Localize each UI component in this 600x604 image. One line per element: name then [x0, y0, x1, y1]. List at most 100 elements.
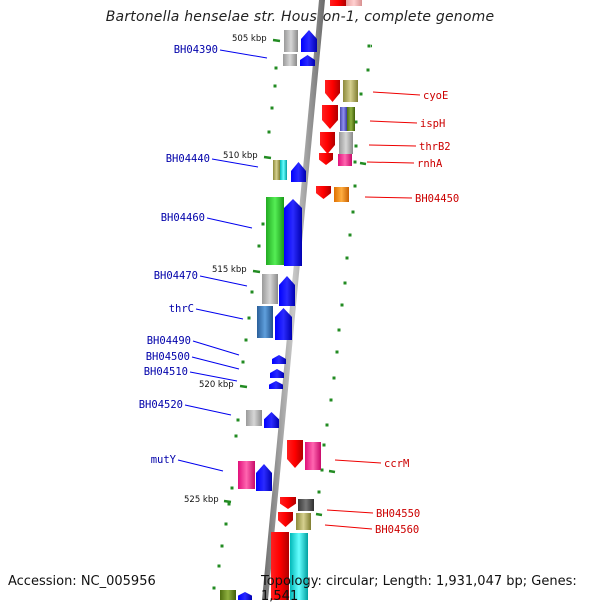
- reverse-cds-arrow: [319, 153, 333, 165]
- scale-label: 510 kbp: [223, 151, 258, 161]
- skew-dot: [322, 443, 326, 447]
- gene-label: BH04520: [139, 399, 183, 411]
- label-leader: [211, 158, 259, 168]
- scale-tick: [252, 269, 261, 274]
- label-leader: [326, 509, 374, 514]
- forward-cds-arrow: [264, 412, 279, 428]
- gene-block: [284, 30, 298, 52]
- reverse-cds-arrow: [287, 440, 303, 468]
- label-leader: [364, 196, 413, 199]
- skew-dot: [332, 376, 336, 380]
- skew-dot: [250, 290, 254, 294]
- skew-dot: [212, 586, 216, 590]
- gene-block: [347, 107, 355, 131]
- forward-cds-arrow: [301, 30, 317, 52]
- gene-block: [338, 154, 352, 166]
- skew-dot: [236, 418, 240, 422]
- label-leaders: [177, 49, 421, 530]
- gene-label: BH04490: [147, 335, 191, 347]
- gene-block: [266, 197, 284, 265]
- skew-dot: [220, 544, 224, 548]
- label-leader: [324, 524, 373, 530]
- gene-label: BH04390: [174, 44, 218, 56]
- forward-cds-arrow: [284, 199, 302, 266]
- gene-block: [290, 533, 308, 600]
- forward-cds-arrow: [275, 308, 292, 340]
- forward-cds-arrow: [269, 381, 283, 389]
- reverse-cds-arrow: [280, 497, 296, 509]
- label-leader: [199, 275, 248, 287]
- skew-dot: [343, 281, 347, 285]
- skew-dot: [227, 502, 231, 506]
- scale-tick: [223, 499, 232, 504]
- scale-tick: [359, 161, 367, 166]
- reverse-cds-arrow: [325, 80, 340, 102]
- forward-cds-arrow: [291, 162, 306, 182]
- gene-block: [257, 306, 273, 338]
- skew-dot: [257, 244, 261, 248]
- label-leader: [372, 91, 421, 96]
- forward-cds-arrow: [272, 355, 286, 364]
- forward-cds-arrow: [300, 55, 315, 66]
- accession-label: Accession: NC_005956: [8, 574, 156, 589]
- skew-dot: [351, 210, 355, 214]
- scale-label: 505 kbp: [232, 34, 267, 44]
- label-leader: [369, 120, 418, 124]
- gene-block: [305, 442, 321, 470]
- gene-label: thrC: [169, 303, 194, 315]
- skew-dot: [345, 256, 349, 260]
- label-leader: [368, 144, 417, 147]
- skew-dot: [337, 328, 341, 332]
- gene-label: BH04550: [376, 508, 420, 520]
- forward-cds-arrow: [279, 276, 295, 306]
- scale-ticks: [223, 38, 372, 517]
- label-leader: [206, 217, 253, 229]
- label-leader: [184, 404, 232, 416]
- reverse-cds-arrow: [316, 186, 331, 199]
- scale-tick: [272, 38, 281, 43]
- gene-block: [238, 461, 255, 489]
- skew-dot: [230, 486, 234, 490]
- skew-dot: [317, 490, 321, 494]
- gene-block: [339, 132, 353, 154]
- gene-block: [283, 54, 297, 66]
- skew-dot: [261, 222, 265, 226]
- label-leader: [191, 356, 240, 370]
- scale-tick: [239, 384, 248, 389]
- skew-dot: [354, 144, 358, 148]
- label-leader: [219, 49, 268, 59]
- label-leader: [334, 459, 382, 464]
- reverse-cds-arrow: [322, 105, 338, 129]
- skew-dot: [335, 350, 339, 354]
- skew-dot: [270, 106, 274, 110]
- skew-dot: [234, 434, 238, 438]
- scale-tick: [315, 512, 323, 517]
- gene-block: [298, 499, 314, 511]
- gene-label: BH04510: [144, 366, 188, 378]
- skew-dot: [267, 130, 271, 134]
- scale-label: 515 kbp: [212, 265, 247, 275]
- gene-label: BH04560: [375, 524, 419, 536]
- gene-features: [220, 0, 362, 600]
- gene-block: [273, 160, 280, 180]
- skew-dot: [247, 316, 251, 320]
- gene-label: mutY: [151, 454, 177, 466]
- gene-label: BH04440: [166, 153, 210, 165]
- skew-dot: [273, 84, 277, 88]
- skew-dot: [353, 160, 357, 164]
- skew-dot: [274, 66, 278, 70]
- label-leader: [366, 161, 415, 164]
- skew-dot: [224, 522, 228, 526]
- skew-dot: [354, 120, 358, 124]
- gene-block: [246, 410, 262, 426]
- gene-block: [340, 107, 347, 131]
- skew-dot: [329, 398, 333, 402]
- gene-block: [334, 187, 349, 202]
- skew-dot: [367, 44, 371, 48]
- gene-label: cyoE: [423, 90, 448, 102]
- gene-block: [346, 0, 362, 6]
- gene-label: BH04500: [146, 351, 190, 363]
- gene-block: [262, 274, 278, 304]
- skew-dot: [325, 423, 329, 427]
